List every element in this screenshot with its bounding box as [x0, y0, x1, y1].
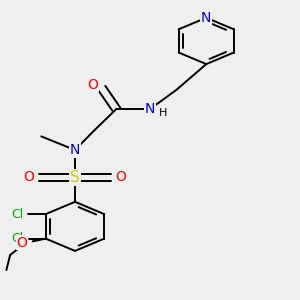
Text: N: N: [201, 11, 211, 25]
Text: S: S: [70, 170, 80, 185]
Text: N: N: [70, 143, 80, 157]
Text: H: H: [159, 108, 167, 118]
Text: Cl: Cl: [11, 208, 24, 220]
Text: N: N: [145, 102, 155, 116]
Text: O: O: [17, 236, 28, 250]
Text: O: O: [116, 170, 127, 184]
Text: O: O: [88, 77, 98, 92]
Text: O: O: [23, 170, 34, 184]
Text: Cl: Cl: [11, 232, 23, 245]
